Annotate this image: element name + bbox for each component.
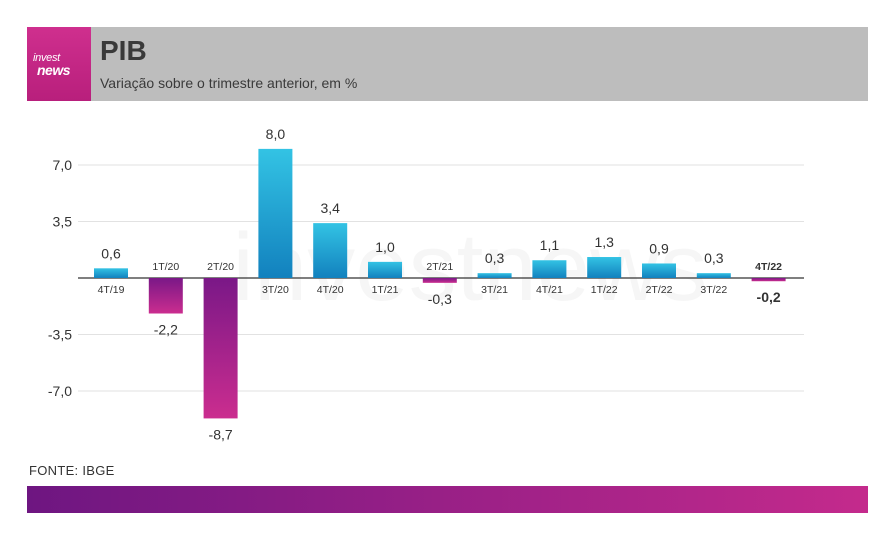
data-label: 1,3: [594, 234, 614, 250]
watermark: investnews: [233, 214, 708, 321]
bar: [477, 273, 512, 278]
data-label: 8,0: [266, 126, 286, 142]
grid-lines: [78, 164, 804, 392]
data-label: -8,7: [209, 426, 233, 442]
bar: [258, 148, 293, 278]
data-label: 1,0: [375, 239, 395, 255]
data-label: 0,3: [704, 250, 724, 266]
bar: [94, 268, 128, 278]
footer-gradient-bar: [27, 486, 868, 513]
x-tick-label: 4T/21: [536, 284, 563, 296]
data-label: 0,3: [485, 250, 505, 266]
data-label: 0,6: [101, 245, 121, 261]
x-tick-label: 4T/22: [755, 261, 782, 273]
x-tick-label: 2T/20: [207, 261, 234, 273]
data-label: -2,2: [154, 322, 178, 338]
x-tick-label: 3T/22: [700, 284, 727, 296]
data-label: -0,3: [428, 291, 452, 307]
logo-text-invest: invest: [33, 52, 60, 64]
x-tick-label: 4T/19: [98, 284, 125, 296]
y-tick-label: -7,0: [48, 383, 72, 399]
x-tick-label: 1T/22: [591, 284, 618, 296]
bar: [203, 278, 238, 419]
x-tick-label: 2T/21: [426, 261, 453, 273]
x-tick-label: 2T/22: [646, 284, 673, 296]
x-tick-label: 1T/21: [372, 284, 399, 296]
y-tick-label: 7,0: [53, 157, 73, 173]
data-label: 1,1: [540, 237, 560, 253]
data-label: 0,9: [649, 240, 669, 256]
data-label: 3,4: [320, 200, 340, 216]
bars: [94, 148, 786, 419]
bar: [587, 257, 622, 278]
bar: [696, 273, 731, 278]
data-label: -0,2: [757, 289, 781, 305]
bar: [422, 278, 457, 283]
investnews-logo: invest news: [27, 27, 91, 101]
x-tick-label: 3T/20: [262, 284, 289, 296]
bar: [751, 278, 786, 282]
x-tick-label: 3T/21: [481, 284, 508, 296]
y-tick-label: 3,5: [53, 214, 73, 230]
bar: [148, 278, 183, 314]
y-tick-label: -3,5: [48, 326, 72, 342]
x-tick-label: 4T/20: [317, 284, 344, 296]
labels: 7,0 3,5 -3,5 -7,0 4T/19 0,6 1T/20 -2,2 2T/20 -8,7…: [48, 126, 782, 443]
x-tick-label: 1T/20: [152, 261, 179, 273]
bar: [532, 260, 567, 278]
bar: [313, 223, 348, 278]
source-note: FONTE: IBGE: [29, 463, 115, 478]
chart-header: invest news PIB Variação sobre o trimest…: [27, 27, 868, 101]
chart-subtitle: Variação sobre o trimestre anterior, em …: [100, 75, 358, 91]
logo-text-news: news: [37, 62, 71, 78]
bar: [642, 263, 676, 278]
chart-title: PIB: [100, 35, 147, 66]
bar: [368, 261, 402, 278]
